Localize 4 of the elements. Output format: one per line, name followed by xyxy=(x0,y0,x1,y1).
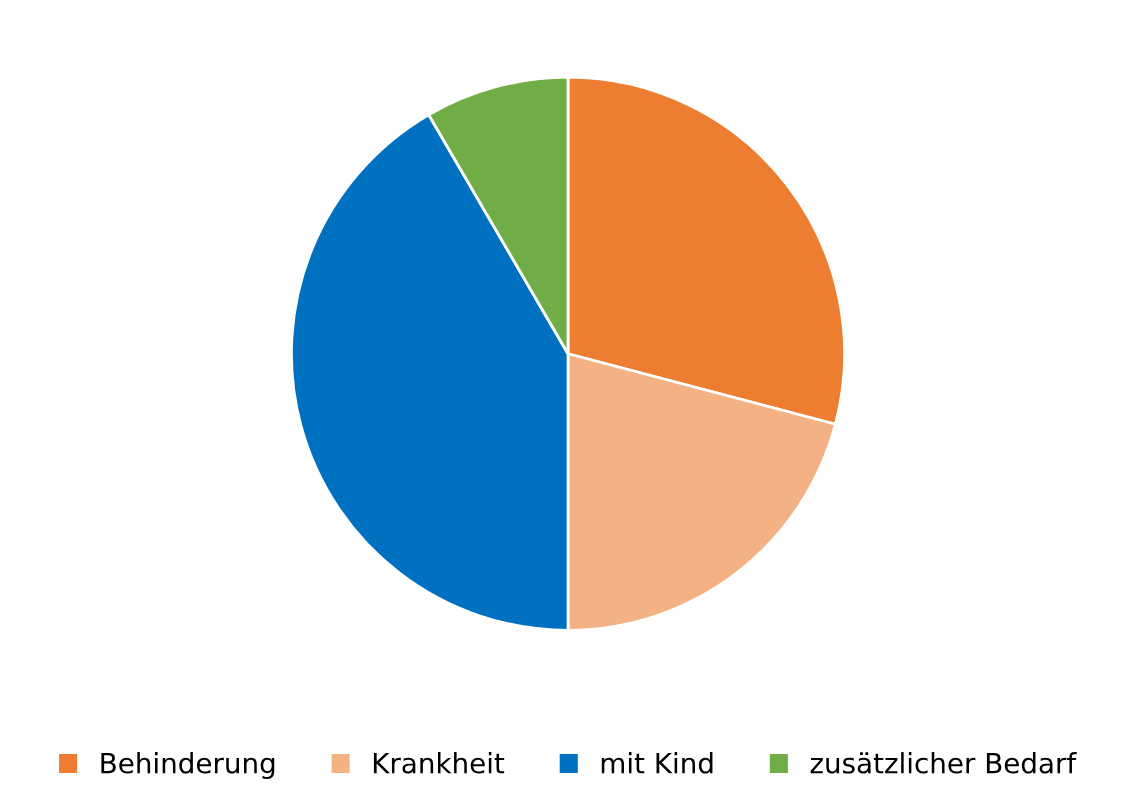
legend-label: Krankheit xyxy=(373,752,505,774)
legend-label: Behinderung xyxy=(101,752,275,779)
legend-label: zusätzlicher Bedarf xyxy=(810,752,1077,774)
legend-label: mit Kind xyxy=(601,752,713,774)
